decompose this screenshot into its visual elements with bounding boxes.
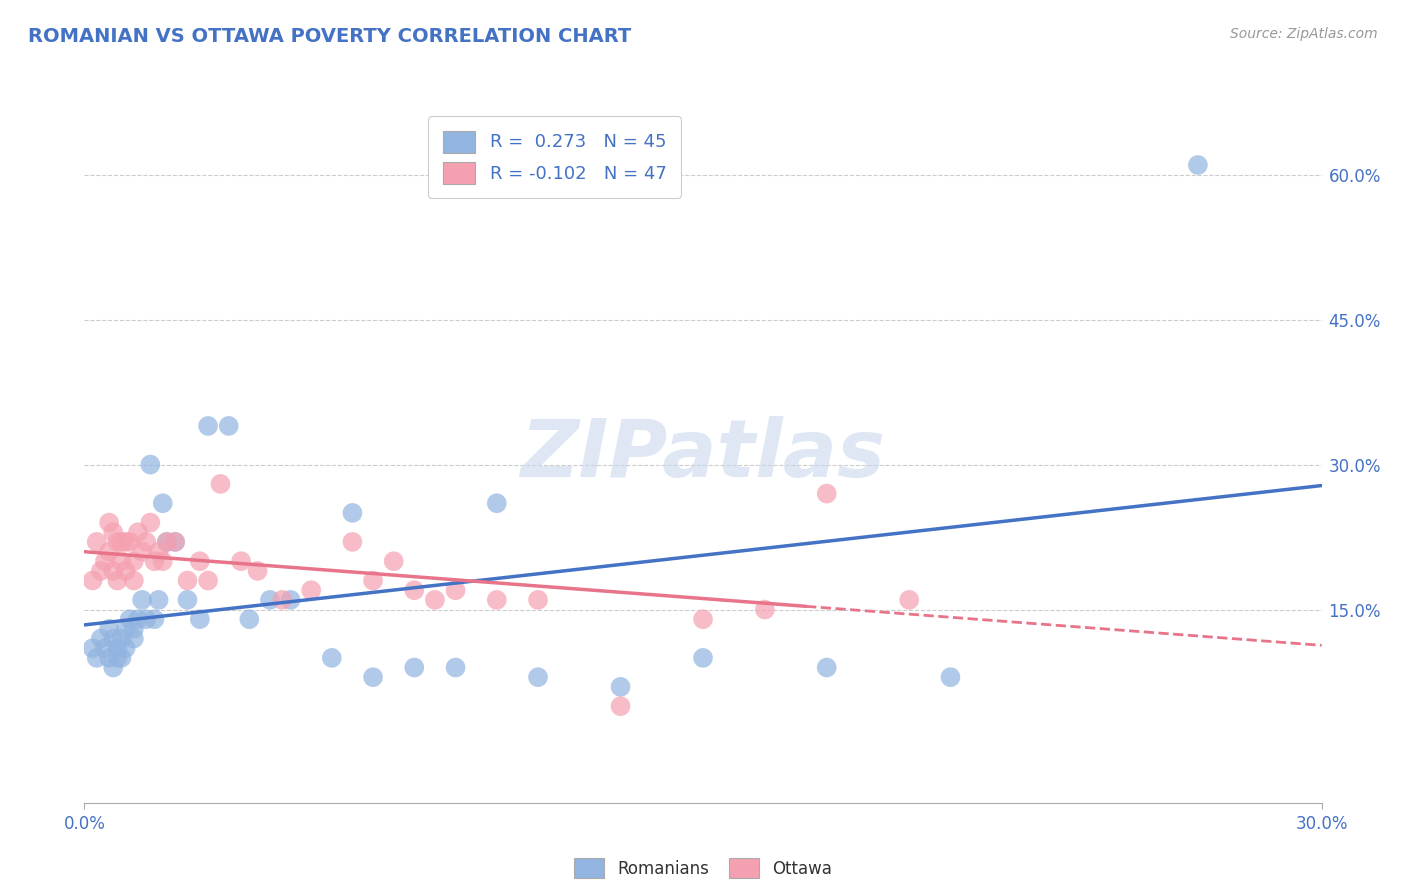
Point — [485, 592, 508, 607]
Point — [98, 544, 121, 558]
Point — [165, 535, 187, 549]
Point — [98, 516, 121, 530]
Point — [114, 564, 136, 578]
Point — [404, 583, 426, 598]
Point — [1187, 158, 1209, 172]
Point — [131, 592, 153, 607]
Point — [110, 632, 132, 646]
Point — [197, 574, 219, 588]
Point — [609, 680, 631, 694]
Point — [122, 632, 145, 646]
Point — [754, 602, 776, 616]
Point — [143, 554, 166, 568]
Point — [152, 496, 174, 510]
Point — [110, 535, 132, 549]
Point — [103, 525, 125, 540]
Point — [127, 525, 149, 540]
Point — [105, 574, 128, 588]
Point — [176, 574, 198, 588]
Legend: Romanians, Ottawa: Romanians, Ottawa — [567, 851, 839, 885]
Point — [342, 506, 364, 520]
Point — [527, 592, 550, 607]
Point — [118, 535, 141, 549]
Point — [246, 564, 269, 578]
Point — [382, 554, 405, 568]
Point — [114, 535, 136, 549]
Point — [82, 574, 104, 588]
Point — [423, 592, 446, 607]
Text: Source: ZipAtlas.com: Source: ZipAtlas.com — [1230, 27, 1378, 41]
Point — [188, 554, 211, 568]
Point — [444, 660, 467, 674]
Point — [122, 554, 145, 568]
Point — [114, 641, 136, 656]
Point — [98, 622, 121, 636]
Point — [90, 564, 112, 578]
Point — [692, 612, 714, 626]
Text: ROMANIAN VS OTTAWA POVERTY CORRELATION CHART: ROMANIAN VS OTTAWA POVERTY CORRELATION C… — [28, 27, 631, 45]
Point — [94, 641, 117, 656]
Point — [259, 592, 281, 607]
Point — [118, 612, 141, 626]
Point — [404, 660, 426, 674]
Point — [143, 612, 166, 626]
Point — [361, 670, 384, 684]
Point — [898, 592, 921, 607]
Point — [90, 632, 112, 646]
Point — [939, 670, 962, 684]
Point — [527, 670, 550, 684]
Point — [156, 535, 179, 549]
Point — [188, 612, 211, 626]
Point — [86, 535, 108, 549]
Point — [135, 612, 157, 626]
Point — [299, 583, 322, 598]
Point — [321, 651, 343, 665]
Point — [105, 535, 128, 549]
Point — [238, 612, 260, 626]
Text: ZIPatlas: ZIPatlas — [520, 416, 886, 494]
Point — [139, 458, 162, 472]
Point — [444, 583, 467, 598]
Point — [609, 699, 631, 714]
Point — [103, 632, 125, 646]
Point — [131, 544, 153, 558]
Point — [271, 592, 294, 607]
Point — [815, 486, 838, 500]
Point — [361, 574, 384, 588]
Point — [342, 535, 364, 549]
Point — [103, 660, 125, 674]
Point — [94, 554, 117, 568]
Point — [176, 592, 198, 607]
Point — [485, 496, 508, 510]
Point — [86, 651, 108, 665]
Point — [148, 544, 170, 558]
Point — [122, 622, 145, 636]
Point — [156, 535, 179, 549]
Point — [105, 641, 128, 656]
Point — [139, 516, 162, 530]
Point — [82, 641, 104, 656]
Point — [122, 574, 145, 588]
Point — [105, 651, 128, 665]
Point — [135, 535, 157, 549]
Point — [103, 564, 125, 578]
Point — [165, 535, 187, 549]
Point — [110, 554, 132, 568]
Point — [280, 592, 302, 607]
Point — [692, 651, 714, 665]
Point — [209, 476, 232, 491]
Point — [110, 651, 132, 665]
Point — [218, 419, 240, 434]
Point — [152, 554, 174, 568]
Point — [98, 651, 121, 665]
Point — [197, 419, 219, 434]
Point — [114, 622, 136, 636]
Point — [815, 660, 838, 674]
Point — [127, 612, 149, 626]
Point — [229, 554, 252, 568]
Point — [148, 592, 170, 607]
